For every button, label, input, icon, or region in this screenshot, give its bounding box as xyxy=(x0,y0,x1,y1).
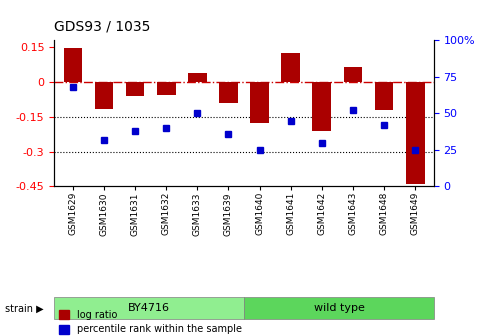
Bar xyxy=(313,82,331,131)
Bar xyxy=(282,53,300,82)
Bar xyxy=(406,82,424,184)
Bar xyxy=(64,48,82,82)
Bar xyxy=(375,82,393,110)
Bar xyxy=(219,82,238,103)
Bar xyxy=(95,82,113,109)
Bar xyxy=(188,73,207,82)
Text: strain ▶: strain ▶ xyxy=(5,303,43,313)
Text: GDS93 / 1035: GDS93 / 1035 xyxy=(54,19,150,33)
Bar xyxy=(157,82,176,95)
Legend: log ratio, percentile rank within the sample: log ratio, percentile rank within the sa… xyxy=(59,310,242,335)
Bar xyxy=(344,67,362,82)
Bar xyxy=(250,82,269,123)
Text: BY4716: BY4716 xyxy=(128,303,170,313)
Text: wild type: wild type xyxy=(314,303,364,313)
Bar xyxy=(126,82,144,96)
